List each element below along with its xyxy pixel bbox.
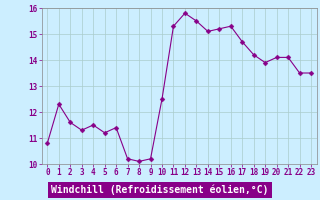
Text: Windchill (Refroidissement éolien,°C): Windchill (Refroidissement éolien,°C) [51,185,269,195]
